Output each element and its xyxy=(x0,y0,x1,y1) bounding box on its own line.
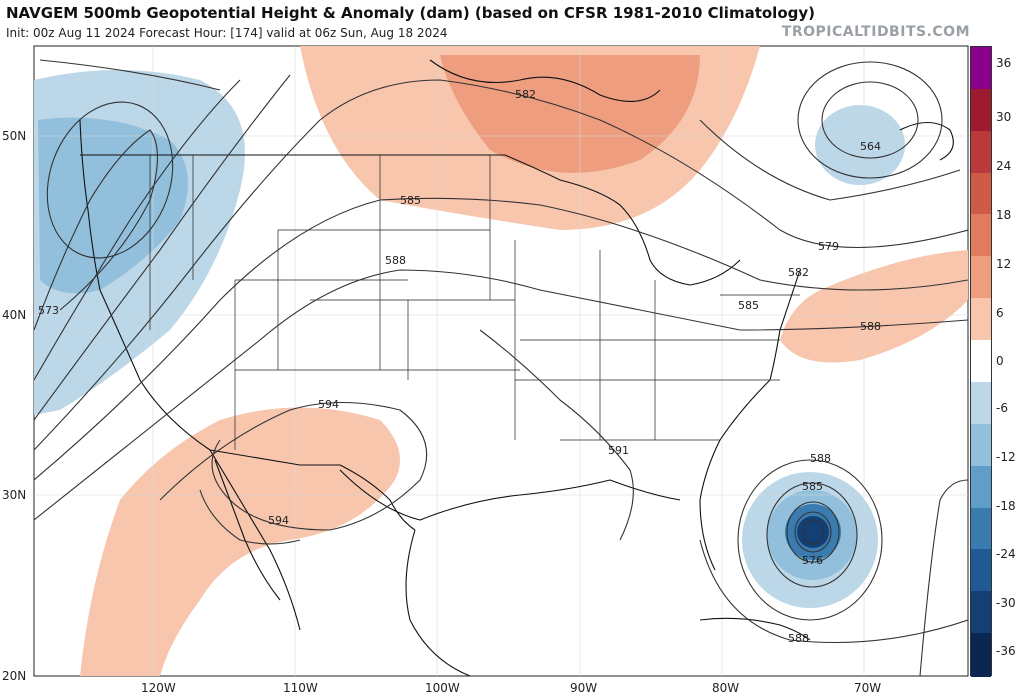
anomaly-colorbar xyxy=(970,46,992,677)
colorbar-label: 6 xyxy=(996,306,1004,320)
lon-label: 110W xyxy=(283,681,318,695)
state-lines xyxy=(149,155,800,450)
negative-anomaly-northeast xyxy=(815,105,905,185)
contour-label: 585 xyxy=(738,299,759,312)
colorbar-swatch xyxy=(971,591,991,636)
contour-label: 582 xyxy=(788,266,809,279)
lon-label: 100W xyxy=(425,681,460,695)
positive-anomaly-north-core xyxy=(440,55,700,173)
colorbar-label: -18 xyxy=(996,499,1016,513)
mexico-gulf-coast xyxy=(405,529,471,676)
east-coast xyxy=(699,269,801,571)
lon-label: 120W xyxy=(141,681,176,695)
colorbar-label: 12 xyxy=(996,257,1012,271)
colorbar-label: 30 xyxy=(996,110,1012,124)
contour-labels: 582 564 585 579 588 582 585 573 588 594 … xyxy=(38,88,881,645)
colorbar-swatch xyxy=(971,340,991,384)
colorbar-swatch xyxy=(971,130,991,175)
contour-label: 576 xyxy=(802,554,823,567)
contour-label: 579 xyxy=(818,240,839,253)
contour-label: 588 xyxy=(860,320,881,333)
positive-anomaly-southwest xyxy=(80,407,400,676)
negative-anomaly-northwest-core xyxy=(38,117,188,294)
colorbar-swatch xyxy=(971,172,991,217)
colorbar-label: 0 xyxy=(996,354,1004,368)
colorbar-swatch xyxy=(971,633,991,677)
contour-label: 591 xyxy=(608,444,629,457)
colorbar-swatch xyxy=(971,256,991,301)
height-contours xyxy=(34,59,968,676)
colorbar-label: 36 xyxy=(996,56,1012,70)
lat-label: 20N xyxy=(2,669,26,683)
latitude-labels: 50N 40N 30N 20N xyxy=(2,129,26,683)
newfoundland xyxy=(899,121,954,161)
positive-anomaly-northeast xyxy=(780,250,968,363)
us-mexico-border xyxy=(209,449,416,531)
baja-peninsula xyxy=(214,459,281,601)
colorbar-label: 18 xyxy=(996,208,1012,222)
colorbar-label: 24 xyxy=(996,159,1012,173)
colorbar-swatch xyxy=(971,507,991,552)
contour-label: 594 xyxy=(318,398,339,411)
colorbar-label: -36 xyxy=(996,644,1016,658)
lon-label: 70W xyxy=(854,681,881,695)
colorbar-swatch xyxy=(971,214,991,259)
colorbar-label: -6 xyxy=(996,401,1008,415)
lat-label: 40N xyxy=(2,308,26,322)
tropical-low-anomaly-core xyxy=(797,516,829,548)
contour-label: 573 xyxy=(38,304,59,317)
colorbar-swatch xyxy=(971,47,991,91)
contour-label: 564 xyxy=(860,140,881,153)
contour-label: 585 xyxy=(802,480,823,493)
hudson-bay xyxy=(429,59,661,102)
colorbar-label: -12 xyxy=(996,450,1016,464)
lat-label: 50N xyxy=(2,129,26,143)
contour-label: 588 xyxy=(810,452,831,465)
contour-label: 588 xyxy=(788,632,809,645)
colorbar-swatch xyxy=(971,465,991,510)
contour-label: 594 xyxy=(268,514,289,527)
lon-label: 80W xyxy=(712,681,739,695)
colorbar-swatch xyxy=(971,381,991,426)
contour-label: 585 xyxy=(400,194,421,207)
colorbar-label: -30 xyxy=(996,596,1016,610)
contour-label: 582 xyxy=(515,88,536,101)
geography xyxy=(79,59,954,676)
anomaly-shading xyxy=(34,46,968,676)
lat-label: 30N xyxy=(2,488,26,502)
great-lakes xyxy=(559,179,741,286)
us-canada-border xyxy=(80,154,561,181)
colorbar-swatch xyxy=(971,549,991,594)
site-brand: TROPICALTIDBITS.COM xyxy=(781,24,970,40)
cuba xyxy=(699,617,811,641)
longitude-labels: 120W 110W 100W 90W 80W 70W xyxy=(141,681,881,695)
contour-label: 588 xyxy=(385,254,406,267)
west-coast xyxy=(79,119,301,631)
colorbar-swatch xyxy=(971,88,991,133)
graticule xyxy=(34,46,968,676)
lon-label: 90W xyxy=(570,681,597,695)
colorbar-swatch xyxy=(971,298,991,342)
colorbar-label: -24 xyxy=(996,547,1016,561)
colorbar-swatch xyxy=(971,423,991,468)
map-subtitle: Init: 00z Aug 11 2024 Forecast Hour: [17… xyxy=(6,26,448,40)
map-title: NAVGEM 500mb Geopotential Height & Anoma… xyxy=(6,4,815,22)
